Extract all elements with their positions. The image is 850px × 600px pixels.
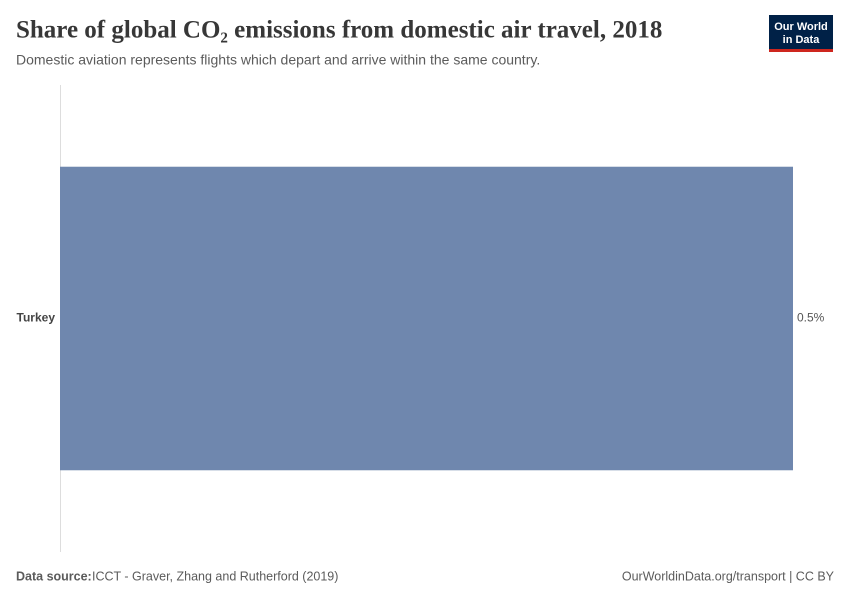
- logo-text: Our World: [774, 21, 828, 33]
- bar: [60, 166, 793, 471]
- source: ICCT - Graver, Zhang and Rutherford (201…: [92, 569, 338, 583]
- chart-subtitle: Domestic aviation represents flights whi…: [16, 52, 540, 68]
- logo-text: in Data: [783, 34, 821, 46]
- chart-title: Share of global CO₂ emissions from domes…: [16, 17, 662, 44]
- logo[interactable]: Our World in Data: [769, 15, 833, 52]
- logo-underline: [769, 49, 833, 52]
- logo-box: [769, 15, 833, 52]
- source-label: Data source:: [16, 569, 92, 583]
- source-url[interactable]: OurWorldinData.org/transport | CC BY: [622, 569, 835, 583]
- value-label: 0.5%: [797, 311, 825, 325]
- category-label: Turkey: [17, 311, 56, 325]
